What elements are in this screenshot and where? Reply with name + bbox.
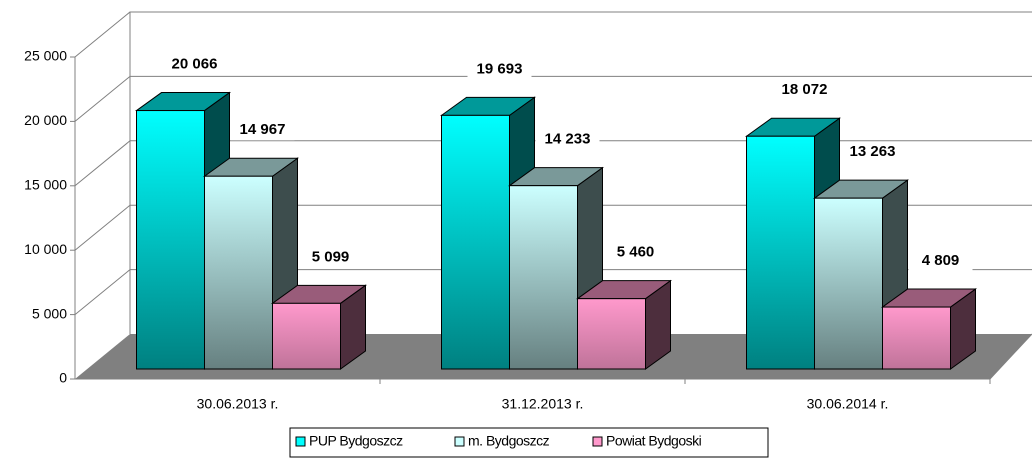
bar xyxy=(136,110,205,370)
value-label: 4 809 xyxy=(922,252,960,269)
value-label-bg xyxy=(162,54,227,75)
bar xyxy=(272,302,341,370)
bar xyxy=(509,185,578,370)
value-label-bg xyxy=(467,59,532,80)
grid-line xyxy=(74,204,1032,251)
y-tick-label: 20 000 xyxy=(24,112,67,128)
value-label-bg xyxy=(535,129,600,150)
value-label: 5 099 xyxy=(312,248,350,265)
legend-swatch xyxy=(454,436,465,447)
y-tick-label: 5 000 xyxy=(32,305,67,321)
y-tick-label: 0 xyxy=(59,370,67,386)
value-label-bg xyxy=(772,80,837,101)
x-tick-label: 30.06.2014 r. xyxy=(807,396,889,412)
grid-line xyxy=(74,269,1032,315)
value-label: 13 263 xyxy=(850,143,896,160)
value-label-bg xyxy=(230,120,295,141)
value-label-bg xyxy=(908,251,973,272)
legend-label: m. Bydgoszcz xyxy=(468,433,550,449)
bar xyxy=(814,197,883,370)
x-tick-label: 30.06.2013 r. xyxy=(197,396,279,412)
x-tick-label: 31.12.2013 r. xyxy=(502,396,584,412)
grid-line xyxy=(74,140,1032,187)
bar xyxy=(204,175,273,370)
bar xyxy=(441,114,510,370)
value-label: 19 693 xyxy=(477,60,523,77)
legend-swatch xyxy=(592,436,603,447)
grid-line xyxy=(74,11,1032,58)
value-label-bg xyxy=(840,142,905,163)
value-label: 14 967 xyxy=(240,121,286,138)
bar xyxy=(746,135,815,370)
bar xyxy=(882,306,951,370)
value-label: 20 066 xyxy=(172,56,218,73)
value-label: 5 460 xyxy=(617,244,655,261)
value-label: 18 072 xyxy=(782,81,828,98)
legend-swatch xyxy=(295,436,306,447)
legend-label: PUP Bydgoszcz xyxy=(309,433,403,449)
grid-line xyxy=(74,75,1032,122)
y-tick-label: 25 000 xyxy=(24,48,67,64)
legend-box xyxy=(289,427,769,458)
axes xyxy=(74,57,1032,380)
value-label-bg xyxy=(298,247,363,268)
legend-label: Powiat Bydgoski xyxy=(606,433,702,449)
value-label: 14 233 xyxy=(545,131,591,148)
bar xyxy=(577,298,646,370)
value-label-bg xyxy=(603,242,668,263)
y-tick-label: 10 000 xyxy=(24,241,67,257)
y-tick-label: 15 000 xyxy=(24,177,67,193)
